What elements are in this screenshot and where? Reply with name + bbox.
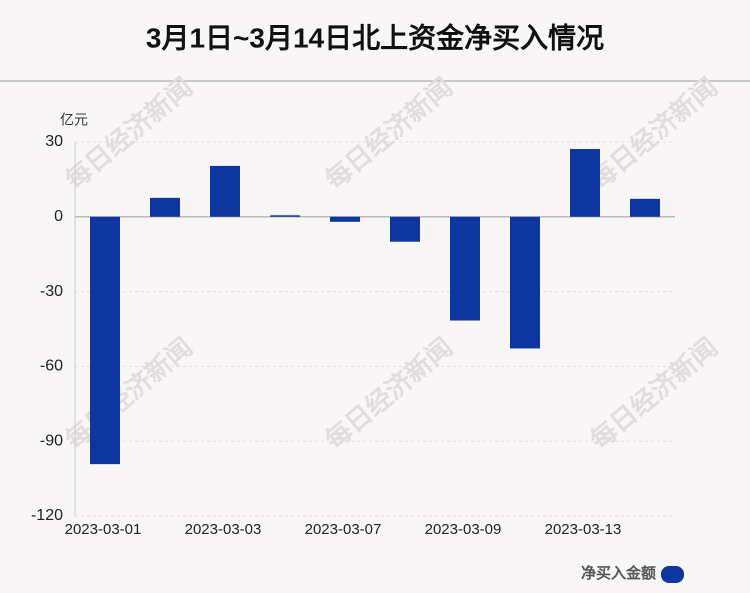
bar bbox=[90, 216, 120, 465]
legend-label: 净买入金额 bbox=[581, 564, 656, 582]
bar bbox=[450, 216, 480, 321]
bar bbox=[630, 198, 660, 217]
x-tick-label: 2023-03-07 bbox=[305, 521, 382, 538]
bar bbox=[390, 216, 420, 242]
bar bbox=[510, 216, 540, 349]
x-tick-label: 2023-03-03 bbox=[185, 521, 262, 538]
bar bbox=[150, 197, 180, 217]
y-tick-label: 30 bbox=[45, 133, 63, 150]
y-tick-label: -30 bbox=[40, 283, 63, 300]
x-tick-label: 2023-03-13 bbox=[545, 521, 622, 538]
bar bbox=[210, 165, 240, 217]
legend-swatch bbox=[661, 566, 684, 583]
bar bbox=[330, 216, 360, 222]
y-tick-label: 0 bbox=[54, 208, 63, 225]
x-tick-label: 2023-03-01 bbox=[65, 521, 142, 538]
chart-title: 3月1日~3月14日北上资金净买入情况 bbox=[146, 21, 604, 53]
y-tick-label: -90 bbox=[40, 432, 63, 449]
bar bbox=[570, 148, 600, 217]
bar bbox=[270, 215, 300, 217]
y-tick-label: -120 bbox=[31, 507, 63, 524]
y-unit: 亿元 bbox=[60, 112, 88, 128]
y-tick-label: -60 bbox=[40, 358, 63, 375]
x-tick-label: 2023-03-09 bbox=[425, 521, 502, 538]
